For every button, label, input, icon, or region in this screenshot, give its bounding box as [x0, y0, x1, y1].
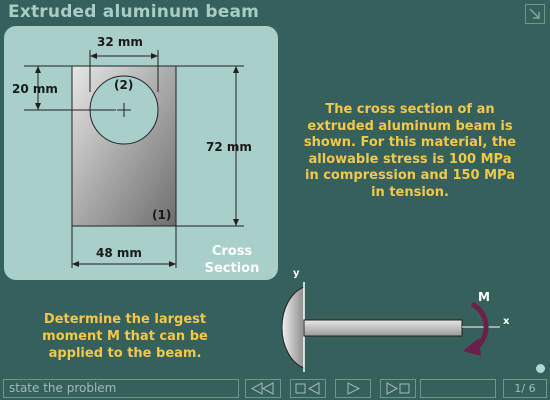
question-text: Determine the largest moment M that can … [42, 312, 208, 361]
status-dot [536, 364, 545, 373]
region-label-hole: (2) [114, 78, 134, 92]
x-axis-label: x [503, 316, 510, 327]
play-button[interactable] [335, 379, 371, 398]
play-icon [347, 382, 361, 395]
problem-statement: The cross section of an extruded aluminu… [303, 102, 517, 200]
fullscreen-button[interactable] [525, 4, 545, 24]
cross-section-panel: 32 mm 20 mm 72 mm 48 mm (2) (1) Cross Se… [4, 26, 278, 280]
step-back-icon [295, 382, 320, 395]
dim-width: 48 mm [96, 246, 142, 260]
previous-step-button[interactable] [290, 379, 326, 398]
page-separator: / [521, 382, 526, 395]
dim-hole-diameter: 32 mm [97, 35, 143, 49]
page-current: 1 [514, 382, 522, 395]
page-indicator: 1/ 6 [503, 379, 547, 398]
expand-arrow-icon [529, 8, 540, 19]
cross-section-drawing [24, 50, 244, 268]
rewind-icon [250, 382, 274, 395]
first-step-button[interactable] [245, 379, 281, 398]
navigation-bar: state the problem 1/ 6 [0, 377, 550, 400]
page-total: 6 [528, 382, 536, 395]
moment-label: M [478, 290, 490, 304]
step-forward-icon [386, 382, 410, 395]
dim-height: 72 mm [206, 140, 252, 154]
next-step-button[interactable] [380, 379, 416, 398]
window-title: Extruded aluminum beam [8, 2, 260, 22]
y-axis-label: y [293, 268, 300, 279]
cross-section-caption: Cross Section [204, 244, 260, 276]
dim-hole-offset: 20 mm [12, 82, 58, 96]
step-input-field[interactable] [420, 379, 496, 398]
region-label-solid: (1) [152, 208, 172, 222]
step-title-field: state the problem [3, 379, 239, 398]
